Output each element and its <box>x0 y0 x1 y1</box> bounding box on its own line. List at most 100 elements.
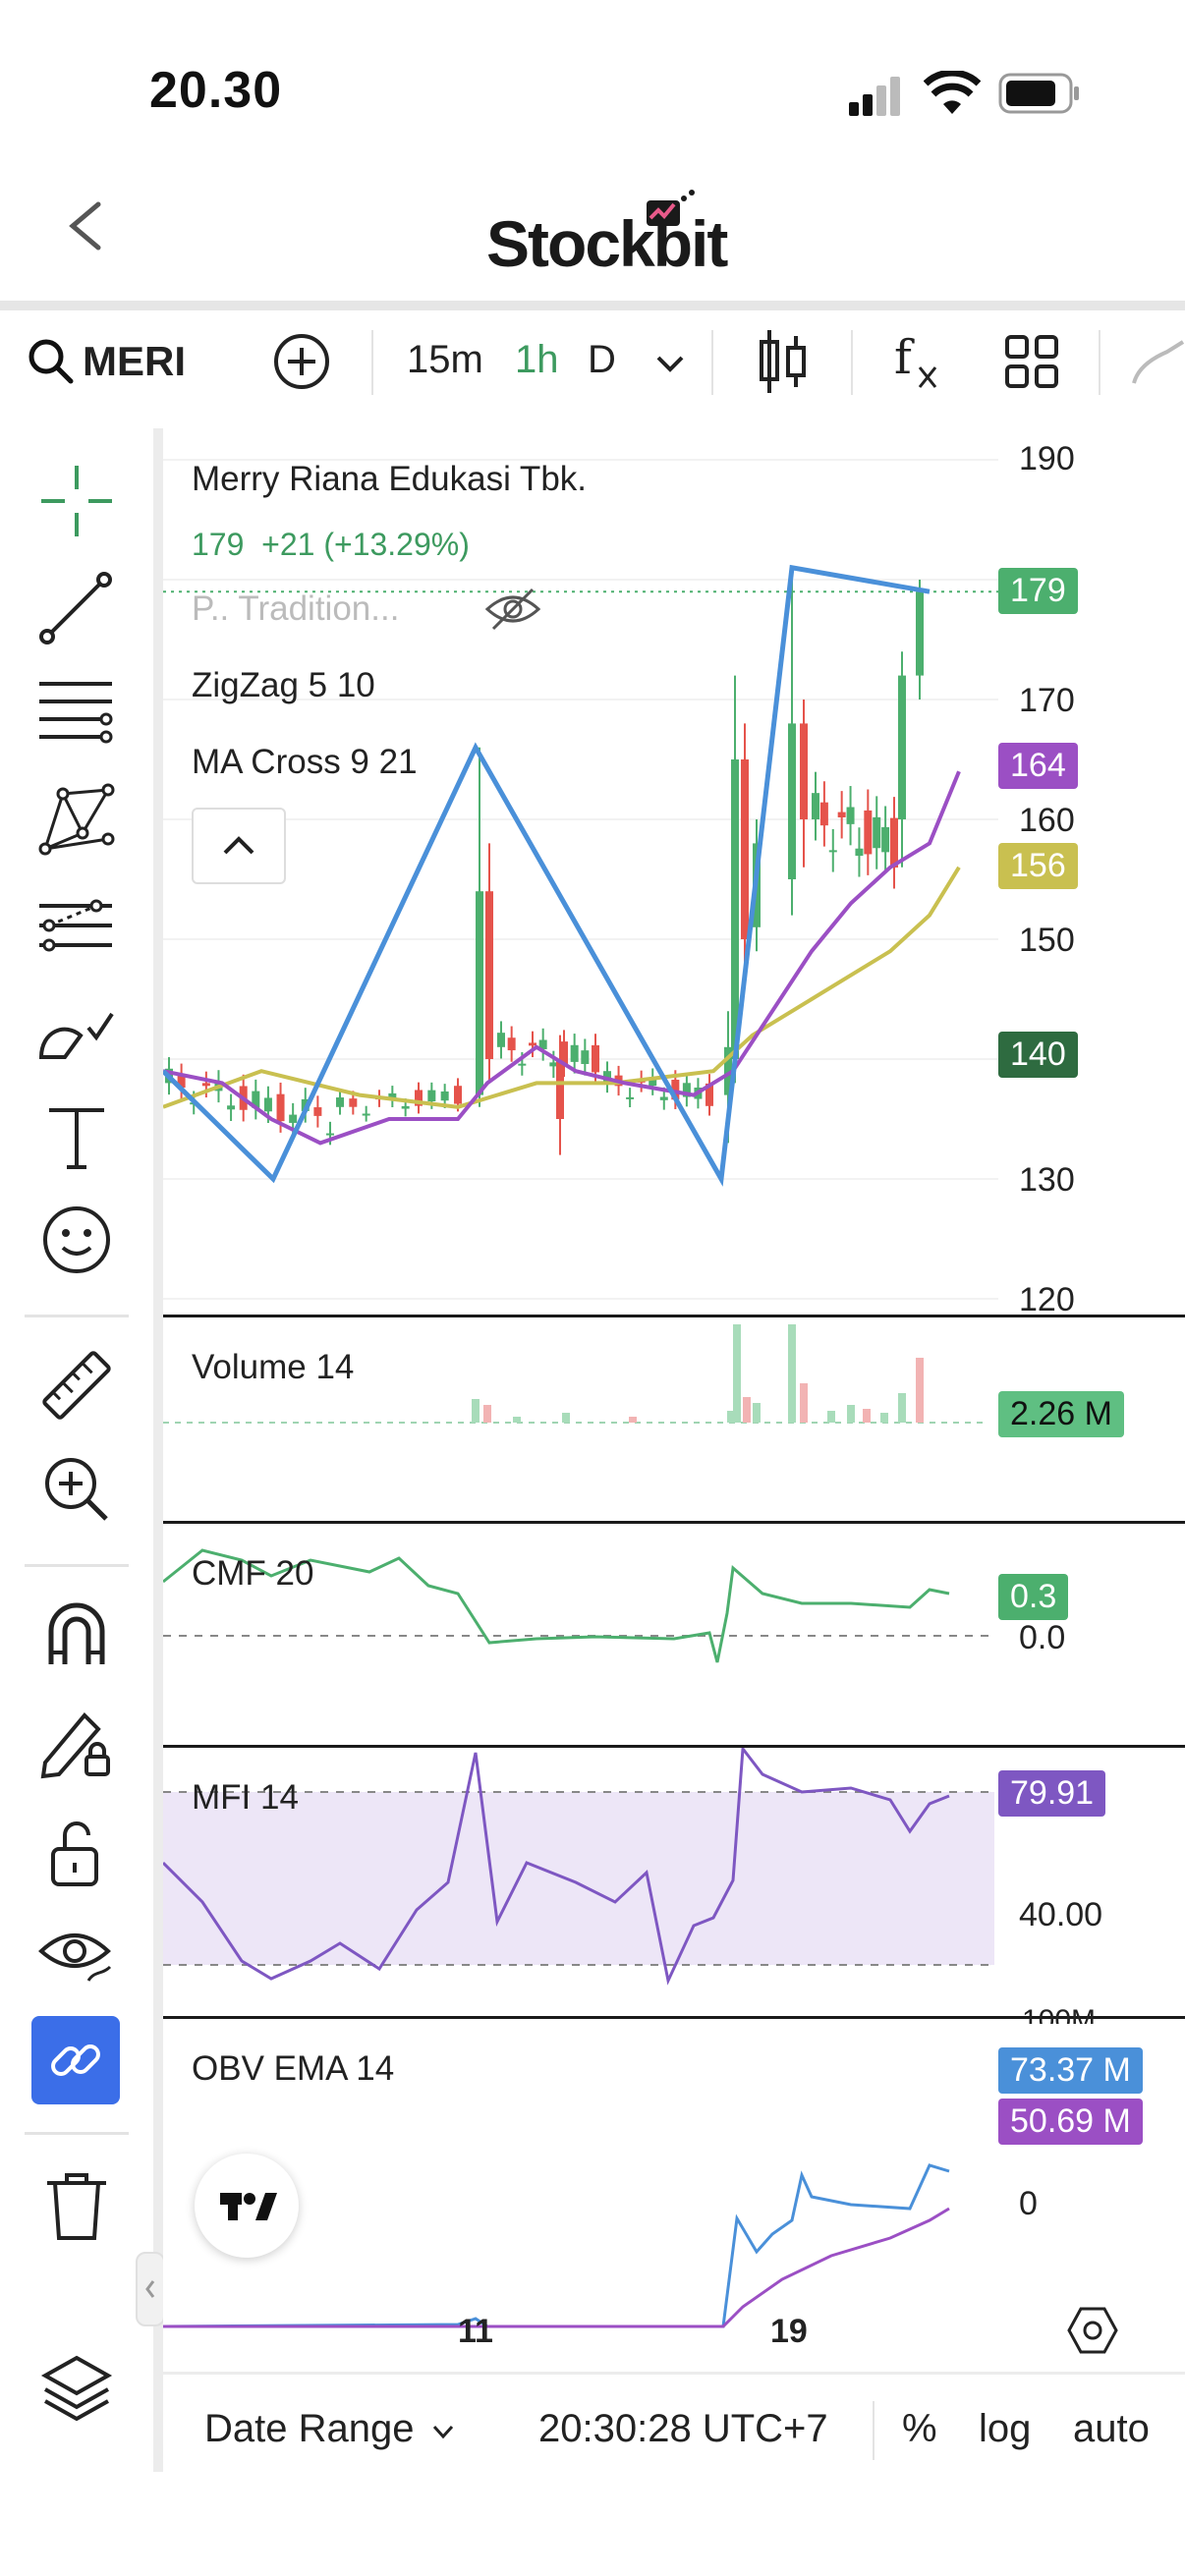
mfi-label[interactable]: MFI 14 <box>192 1778 299 1817</box>
footer-divider <box>873 2401 875 2460</box>
interval-1h[interactable]: 1h <box>515 338 559 381</box>
brush-icon[interactable] <box>1128 338 1185 389</box>
volume-label[interactable]: Volume 14 <box>192 1348 355 1386</box>
back-chevron-icon[interactable] <box>57 196 116 255</box>
candle-body <box>916 591 924 676</box>
candle-body <box>671 1080 680 1100</box>
panel-edge <box>153 428 163 2472</box>
cmf-axis-label: 0.0 <box>1019 1619 1066 1656</box>
layout-grid-icon[interactable] <box>1004 334 1059 389</box>
hidden-indicator-label[interactable]: P.. Tradition... <box>192 589 400 628</box>
volume-bar <box>513 1417 521 1423</box>
text-tool-icon[interactable] <box>37 1098 116 1177</box>
tradingview-logo-icon[interactable] <box>195 2154 299 2258</box>
candle-body <box>388 1092 397 1100</box>
candle-body <box>828 850 837 853</box>
volume-bar <box>847 1405 855 1423</box>
visibility-icon[interactable] <box>37 1916 116 1994</box>
lock-drawings-icon[interactable] <box>37 1704 116 1782</box>
zigzag-label[interactable]: ZigZag 5 10 <box>192 666 375 704</box>
log-toggle[interactable]: log <box>979 2407 1032 2450</box>
fib-levels-icon[interactable] <box>37 674 116 753</box>
link-icon[interactable] <box>31 2016 120 2104</box>
mfi-pane <box>163 1744 994 1986</box>
pane-divider[interactable] <box>163 2016 1185 2019</box>
candle-body <box>890 817 898 868</box>
interval-15m[interactable]: 15m <box>407 338 483 381</box>
toolbar-divider <box>371 330 373 395</box>
ruler-icon[interactable] <box>37 1346 116 1425</box>
candle-body <box>549 1062 558 1067</box>
candle-body <box>349 1098 358 1107</box>
auto-toggle[interactable]: auto <box>1073 2407 1150 2450</box>
price-axis-label: 150 <box>1019 922 1075 959</box>
search-icon[interactable] <box>26 336 75 385</box>
candle-body <box>837 812 846 817</box>
cmf-label[interactable]: CMF 20 <box>192 1554 314 1593</box>
obv-line <box>163 2163 950 2328</box>
volume-bar <box>629 1417 637 1423</box>
volume-bar <box>483 1405 491 1423</box>
unlock-icon[interactable] <box>37 1814 116 1892</box>
trend-line-icon[interactable] <box>37 568 116 646</box>
toolbar-divider <box>851 330 853 395</box>
collapse-panel-handle[interactable] <box>136 2252 165 2326</box>
volume-bar <box>880 1413 888 1423</box>
indicators-fx-icon[interactable]: f <box>890 324 947 395</box>
volume-pane <box>163 1324 988 1424</box>
add-comparison-icon[interactable] <box>272 332 331 391</box>
candle-body <box>788 723 796 879</box>
pane-divider[interactable] <box>163 1745 1185 1748</box>
emoji-icon[interactable] <box>37 1201 116 1279</box>
volume-bar <box>898 1393 906 1423</box>
candle-body <box>518 1063 527 1066</box>
zoom-in-icon[interactable] <box>37 1450 116 1529</box>
trash-icon[interactable] <box>37 2167 116 2246</box>
candle-type-icon[interactable] <box>757 326 810 397</box>
candle-body <box>276 1093 285 1122</box>
mfi-band <box>163 1792 994 1965</box>
candle-body <box>659 1096 668 1100</box>
ma-fast-badge: 164 <box>998 743 1078 789</box>
interval-d[interactable]: D <box>588 338 616 381</box>
footer-divider <box>163 2372 1185 2375</box>
mfi-line <box>163 1744 950 1986</box>
level-badge: 140 <box>998 1032 1078 1078</box>
logo-chart-icon <box>641 187 700 230</box>
pattern-icon[interactable] <box>37 780 116 859</box>
timezone-time[interactable]: 20:30:28 UTC+7 <box>538 2407 828 2450</box>
crosshair-icon[interactable] <box>37 462 116 540</box>
percent-toggle[interactable]: % <box>902 2407 937 2450</box>
cmf-pane <box>163 1548 988 1663</box>
collapse-legend-button[interactable] <box>192 808 286 884</box>
pane-divider[interactable] <box>163 1315 1185 1317</box>
volume-bar <box>727 1411 735 1423</box>
obv-ema-line <box>163 2207 950 2328</box>
date-range-button[interactable]: Date Range <box>204 2407 415 2450</box>
hidden-eye-icon[interactable] <box>483 584 542 633</box>
forecast-icon[interactable] <box>37 886 116 965</box>
interval-dropdown-icon[interactable] <box>652 348 688 377</box>
volume-bar <box>562 1413 570 1423</box>
price-change: 179 +21 (+13.29%) <box>192 527 470 562</box>
pane-divider[interactable] <box>163 1521 1185 1524</box>
candle-body <box>556 1059 564 1119</box>
wifi-icon <box>923 69 982 116</box>
candle-body <box>855 848 864 857</box>
app-logo: Stockbit <box>486 207 728 280</box>
candle-body <box>440 1091 449 1101</box>
candle-body <box>819 802 828 826</box>
chart-settings-icon[interactable] <box>1067 2305 1118 2356</box>
layers-icon[interactable] <box>37 2348 116 2427</box>
volume-bar <box>916 1358 924 1423</box>
brush-icon[interactable] <box>37 992 116 1071</box>
chart-svg[interactable] <box>163 428 1185 2393</box>
ma-cross-label[interactable]: MA Cross 9 21 <box>192 743 418 781</box>
magnet-icon[interactable] <box>37 1596 116 1674</box>
symbol-label[interactable]: MERI <box>83 338 186 384</box>
tools-divider <box>25 1315 129 1317</box>
zigzag-line <box>163 564 931 1187</box>
obv-label[interactable]: OBV EMA 14 <box>192 2049 395 2088</box>
chevron-down-icon[interactable] <box>428 2417 458 2446</box>
candle-body <box>626 1096 635 1099</box>
